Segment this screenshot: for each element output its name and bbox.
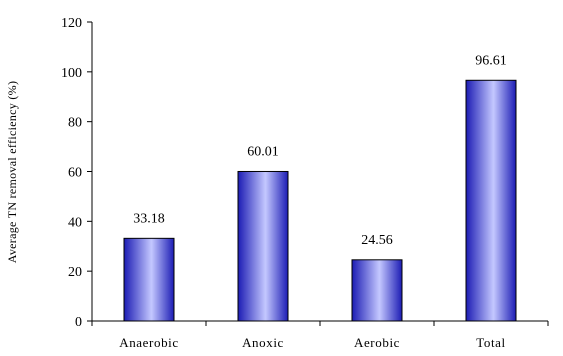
value-label: 60.01 <box>247 144 279 159</box>
y-tick-label: 100 <box>61 66 82 81</box>
bar-anoxic <box>237 170 289 322</box>
category-label: Aerobic <box>354 335 400 350</box>
bar-total <box>465 79 517 322</box>
category-label: Anaerobic <box>119 335 179 350</box>
y-axis-label: Average TN removal efficiency (%) <box>5 81 19 263</box>
y-tick-label: 60 <box>68 166 82 181</box>
bar-aerobic <box>351 259 403 322</box>
value-label: 96.61 <box>475 53 507 68</box>
value-label: 33.18 <box>133 211 165 226</box>
category-label: Anoxic <box>242 335 284 350</box>
y-tick-label: 0 <box>75 315 82 330</box>
bar-anaerobic <box>123 237 175 322</box>
value-label: 24.56 <box>361 233 393 248</box>
y-tick-label: 40 <box>68 215 82 230</box>
y-tick-label: 20 <box>68 265 82 280</box>
category-label: Total <box>476 335 506 350</box>
y-tick-label: 120 <box>61 16 82 31</box>
y-tick-label: 80 <box>68 116 82 131</box>
